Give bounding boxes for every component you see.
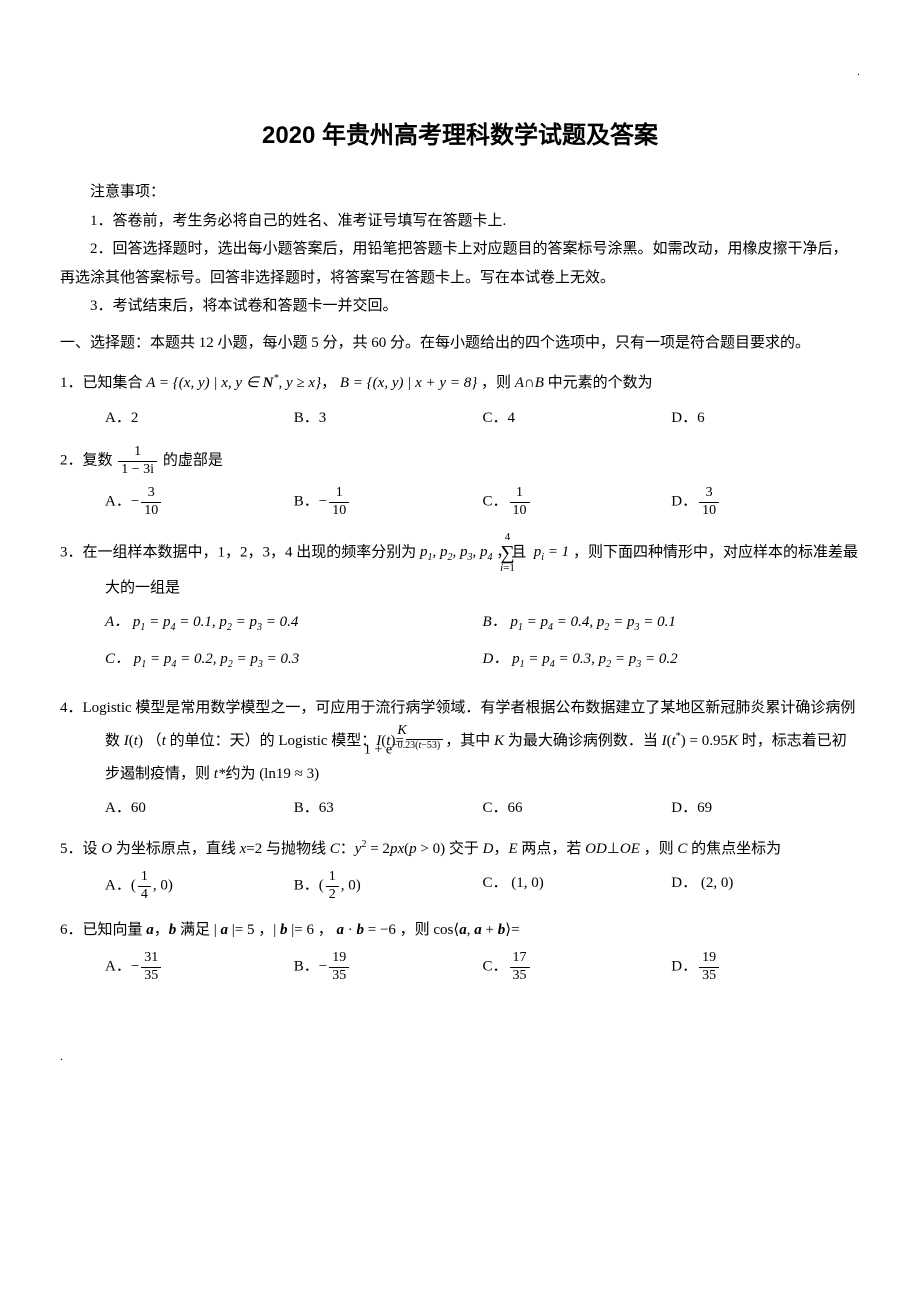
q2-opt-b: B．−110 (294, 485, 483, 520)
corner-dot-bottom: . (60, 1045, 860, 1068)
q1-stem: 1．已知集合 (60, 375, 146, 391)
q2-opt-d: D．310 (671, 485, 860, 520)
instruction-1: 1．答卷前，考生务必将自己的姓名、准考证号填写在答题卡上. (60, 207, 860, 236)
section-1-heading: 一、选择题：本题共 12 小题，每小题 5 分，共 60 分。在每小题给出的四个… (60, 329, 860, 358)
q1-set-b: B = {(x, y) | x + y = 8} (340, 375, 477, 391)
q5-stem: 5．设 O 为坐标原点，直线 x=2 与抛物线 C：y2 = 2px(p > 0… (60, 841, 781, 857)
q2-frac: 11 − 3i (118, 444, 157, 479)
q4-opt-c: C．66 (483, 794, 672, 823)
q6-stem: 6．已知向量 a，b 满足 | a |= 5 ，| b |= 6 ， a · b… (60, 922, 520, 938)
question-5: 5．设 O 为坐标原点，直线 x=2 与抛物线 C：y2 = 2px(p > 0… (60, 835, 860, 864)
q3-stem-pre: 3．在一组样本数据中，1，2，3，4 出现的频率分别为 (60, 544, 420, 560)
q4-options: A．60 B．63 C．66 D．69 (60, 794, 860, 823)
q3-opt-b: B． p1 = p4 = 0.4, p2 = p3 = 0.1 (483, 608, 861, 637)
q1-tail: ，则 A∩B 中元素的个数为 (481, 375, 653, 391)
q1-set-a: A = {(x, y) | x, y ∈ N*, y ≥ x} (146, 375, 321, 391)
q2-stem-post: 的虚部是 (163, 453, 223, 469)
q3-options: A． p1 = p4 = 0.1, p2 = p3 = 0.4 B． p1 = … (60, 608, 860, 682)
q5-opt-d: D． (2, 0) (671, 869, 860, 904)
q6-opt-d: D．1935 (671, 950, 860, 985)
q5-opt-b: B．(12, 0) (294, 869, 483, 904)
q5-options: A．(14, 0) B．(12, 0) C． (1, 0) D． (2, 0) (60, 869, 860, 904)
q1-opt-c: C．4 (483, 404, 672, 433)
q3-opt-d: D． p1 = p4 = 0.3, p2 = p3 = 0.2 (483, 645, 861, 674)
q1-opt-a: A．2 (105, 404, 294, 433)
q5-opt-a: A．(14, 0) (105, 869, 294, 904)
instruction-3: 3．考试结束后，将本试卷和答题卡一并交回。 (60, 292, 860, 321)
question-1: 1．已知集合 A = {(x, y) | x, y ∈ N*, y ≥ x}， … (60, 369, 860, 398)
q2-stem-pre: 2．复数 (60, 453, 116, 469)
q5-opt-c: C． (1, 0) (483, 869, 672, 904)
q3-opt-c: C． p1 = p4 = 0.2, p2 = p3 = 0.3 (105, 645, 483, 674)
question-6: 6．已知向量 a，b 满足 | a |= 5 ，| b |= 6 ， a · b… (60, 916, 860, 945)
q6-opt-b: B．−1935 (294, 950, 483, 985)
q6-options: A．−3135 B．−1935 C．1735 D．1935 (60, 950, 860, 985)
q6-opt-a: A．−3135 (105, 950, 294, 985)
q1-mid: ， (321, 375, 340, 391)
q6-opt-c: C．1735 (483, 950, 672, 985)
q2-opt-a: A．−310 (105, 485, 294, 520)
q1-opt-b: B．3 (294, 404, 483, 433)
q4-opt-b: B．63 (294, 794, 483, 823)
instructions-heading: 注意事项： (60, 178, 860, 207)
q2-opt-c: C．110 (483, 485, 672, 520)
corner-dot-top: . (60, 60, 860, 83)
question-3: 3．在一组样本数据中，1，2，3，4 出现的频率分别为 p1, p2, p3, … (60, 532, 860, 603)
q3-opt-a: A． p1 = p4 = 0.1, p2 = p3 = 0.4 (105, 608, 483, 637)
page-title: 2020 年贵州高考理科数学试题及答案 (60, 113, 860, 159)
q1-options: A．2 B．3 C．4 D．6 (60, 404, 860, 433)
question-4: 4．Logistic 模型是常用数学模型之一，可应用于流行病学领域．有学者根据公… (60, 694, 860, 788)
instruction-2: 2．回答选择题时，选出每小题答案后，用铅笔把答题卡上对应题目的答案标号涂黑。如需… (60, 235, 860, 292)
q3-plist: p1, p2, p3, p4 (420, 544, 493, 560)
q1-opt-d: D．6 (671, 404, 860, 433)
q2-options: A．−310 B．−110 C．110 D．310 (60, 485, 860, 520)
q3-sumbody: pi = 1 (534, 544, 569, 560)
question-2: 2．复数 11 − 3i 的虚部是 (60, 444, 860, 479)
q4-opt-a: A．60 (105, 794, 294, 823)
q4-frac: K1 + e−0.23(t−53) (406, 723, 443, 760)
q4-opt-d: D．69 (671, 794, 860, 823)
